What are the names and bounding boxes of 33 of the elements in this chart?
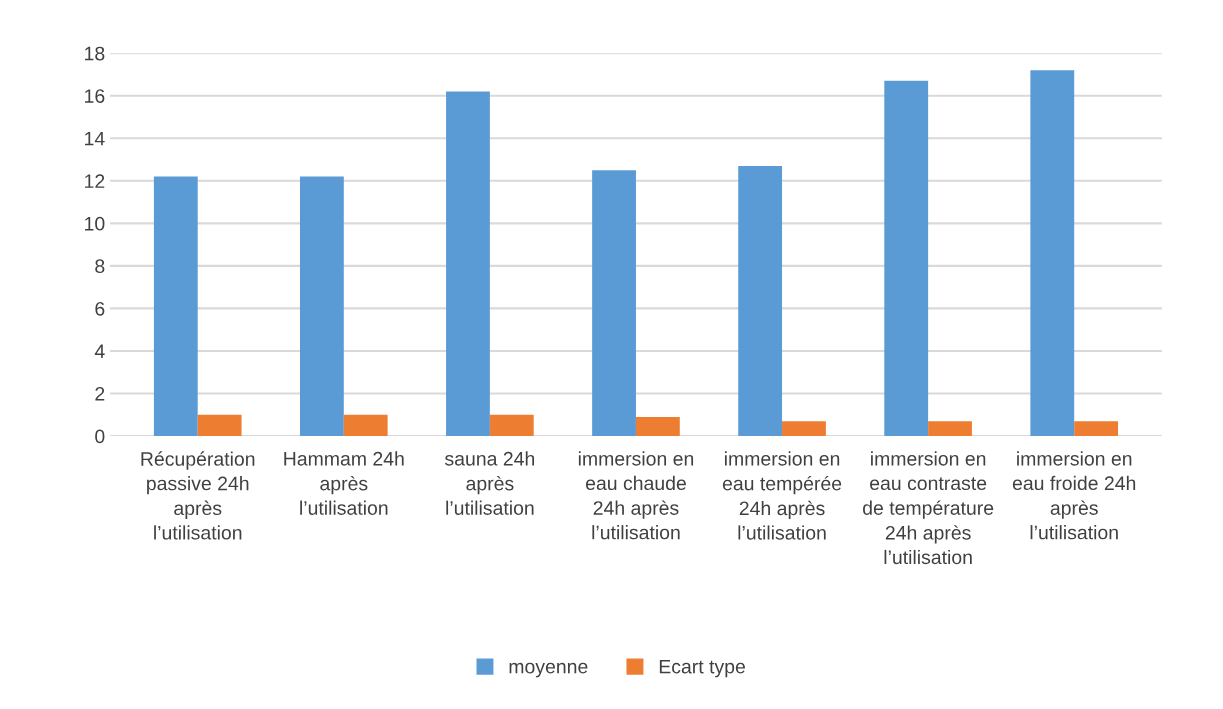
y-tick-label: 18 xyxy=(85,46,105,61)
bar xyxy=(489,414,534,437)
x-tick-label: Hammam 24h après l’utilisation xyxy=(284,451,404,515)
y-tick-label: 2 xyxy=(95,386,105,401)
bar xyxy=(884,80,929,437)
bar xyxy=(343,414,388,437)
x-tick-label: sauna 24h après l’utilisation xyxy=(445,451,535,515)
bar xyxy=(299,176,344,437)
bar xyxy=(1074,421,1119,437)
x-tick-label: Récupération passive 24h après l’utilisation xyxy=(141,451,255,540)
bar xyxy=(197,414,242,437)
y-tick-label: 16 xyxy=(85,89,105,103)
bar xyxy=(592,170,636,437)
bar xyxy=(153,176,198,437)
bar xyxy=(1030,70,1075,437)
legend-label: moyenne xyxy=(509,662,588,678)
x-tick-label: immersion en eau froide 24h après l’utilisation xyxy=(1012,451,1136,540)
y-tick-label: 0 xyxy=(95,429,105,444)
legend-label: Ecart type xyxy=(659,659,745,678)
bar xyxy=(738,165,783,437)
x-tick-label: immersion en eau chaude 24h après l’utilisation xyxy=(578,451,694,540)
y-tick-label: 6 xyxy=(95,301,105,316)
bar xyxy=(635,416,680,437)
x-tick-label: immersion en eau contraste de température 24h après l’utilisation xyxy=(863,451,994,565)
y-tick-label: 12 xyxy=(85,174,105,188)
y-tick-label: 14 xyxy=(85,131,105,146)
bar xyxy=(446,91,490,437)
y-tick-label: 10 xyxy=(85,216,105,231)
y-tick-label: 8 xyxy=(95,259,105,274)
x-tick-label: immersion en eau tempérée 24h après l’utilisation xyxy=(722,451,842,540)
bar xyxy=(928,421,972,437)
y-tick-label: 4 xyxy=(94,344,105,358)
bar xyxy=(782,421,826,437)
